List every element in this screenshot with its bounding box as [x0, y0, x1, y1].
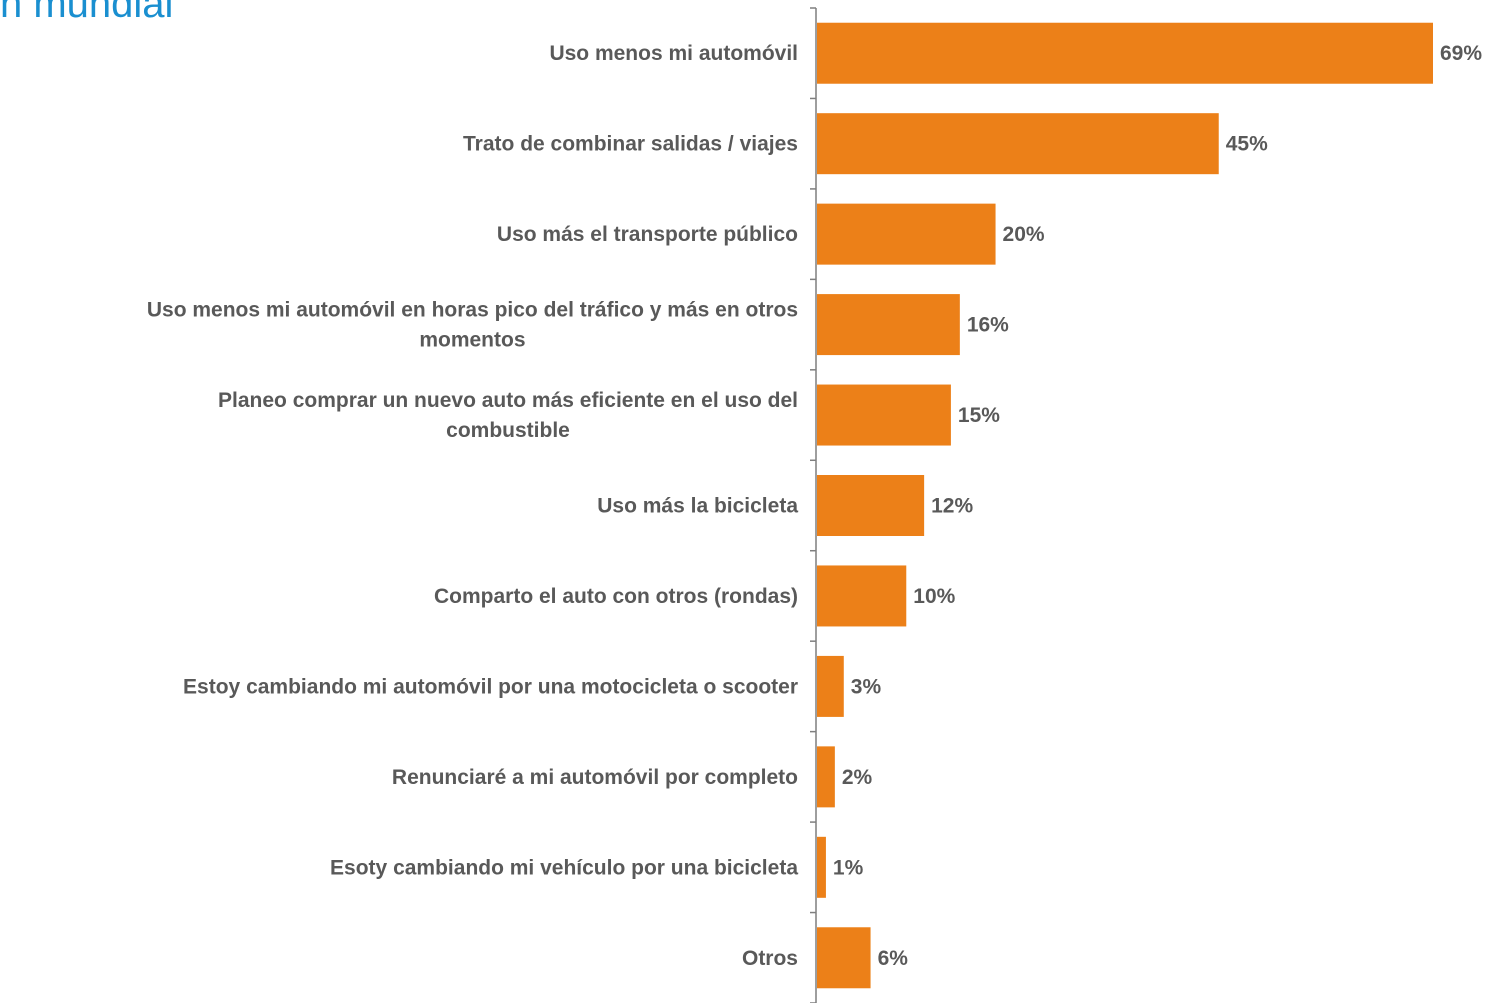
- value-label: 10%: [913, 585, 955, 608]
- value-label: 3%: [851, 675, 882, 698]
- category-label: Uso más la bicicleta: [597, 495, 798, 518]
- bar: [817, 203, 996, 265]
- chart-title: n mundial: [0, 0, 174, 26]
- value-label: 1%: [833, 856, 864, 879]
- category-label: Planeo comprar un nuevo auto más eficien…: [218, 389, 798, 442]
- value-label: 2%: [842, 766, 873, 789]
- category-label: Trato de combinar salidas / viajes: [463, 133, 798, 156]
- bar: [817, 384, 951, 446]
- category-label: Comparto el auto con otros (rondas): [434, 585, 798, 608]
- bar: [817, 927, 871, 989]
- value-label: 20%: [1003, 223, 1045, 246]
- bar: [817, 655, 844, 717]
- value-label: 45%: [1226, 133, 1268, 156]
- category-label: Renunciaré a mi automóvil por completo: [392, 766, 798, 789]
- category-label: Uso menos mi automóvil en horas pico del…: [147, 299, 798, 352]
- value-label: 6%: [878, 947, 909, 970]
- category-label: Esoty cambiando mi vehículo por una bici…: [330, 856, 798, 879]
- category-label: Uso menos mi automóvil: [549, 42, 798, 65]
- bar: [817, 475, 925, 536]
- category-label: Uso más el transporte público: [497, 223, 798, 246]
- bar: [817, 836, 826, 898]
- bar: [817, 746, 835, 808]
- category-label: Otros: [742, 947, 798, 970]
- bar: [817, 565, 907, 627]
- bar: [817, 294, 960, 356]
- value-label: 16%: [967, 314, 1009, 337]
- bar: [817, 22, 1433, 84]
- value-label: 69%: [1440, 42, 1482, 65]
- value-label: 15%: [958, 404, 1000, 427]
- bar: [817, 113, 1219, 175]
- value-label: 12%: [931, 495, 973, 518]
- category-label: Estoy cambiando mi automóvil por una mot…: [183, 675, 798, 698]
